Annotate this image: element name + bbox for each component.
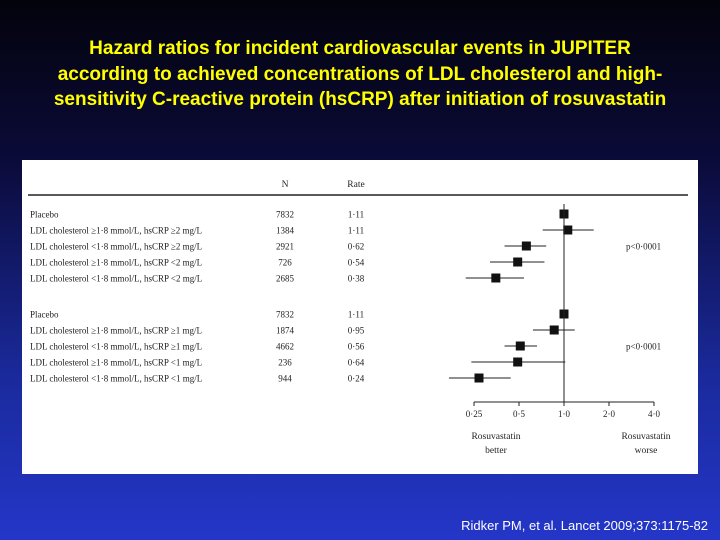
title-line-3: sensitivity C-reactive protein (hsCRP) a… (53, 89, 667, 110)
slide-title: Hazard ratios for incident cardiovascula… (0, 36, 720, 113)
g1-row-2-n: 1384 (276, 226, 295, 236)
annotation-left-line-1: Rosuvastatin (471, 432, 520, 442)
g1-row-5-rate: 0·38 (348, 274, 365, 284)
annotation-right-line-2: worse (635, 446, 658, 456)
g2-p-value: p<0·0001 (626, 342, 661, 352)
g1-row-4-hr-marker (513, 257, 523, 267)
g1-row-4-n: 726 (278, 258, 292, 268)
g1-row-4-label: LDL cholesterol ≥1·8 mmol/L, hsCRP <2 mg… (30, 258, 202, 268)
x-tick-label-1: 0·25 (466, 409, 483, 419)
g1-row-1-label: Placebo (30, 210, 59, 220)
g1-row-3-rate: 0·62 (348, 242, 365, 252)
g2-row-4-rate: 0·64 (348, 358, 365, 368)
citation: Ridker PM, et al. Lancet 2009;373:1175-8… (461, 518, 708, 533)
x-tick-label-5: 4·0 (648, 409, 660, 419)
g1-p-value: p<0·0001 (626, 242, 661, 252)
g1-row-2-label: LDL cholesterol ≥1·8 mmol/L, hsCRP ≥2 mg… (30, 226, 202, 236)
g1-row-2-rate: 1·11 (348, 226, 364, 236)
x-tick-label-2: 0·5 (513, 409, 525, 419)
g2-row-5-hr-marker (474, 373, 484, 383)
g2-row-3-label: LDL cholesterol <1·8 mmol/L, hsCRP ≥1 mg… (30, 342, 202, 352)
g1-row-1-n: 7832 (276, 210, 294, 220)
column-header-n: N (282, 180, 289, 190)
g1-row-5-hr-marker (491, 273, 501, 283)
g2-row-2-rate: 0·95 (348, 326, 365, 336)
g1-row-3-n: 2921 (276, 242, 294, 252)
g2-row-5-rate: 0·24 (348, 374, 365, 384)
g2-row-2-label: LDL cholesterol ≥1·8 mmol/L, hsCRP ≥1 mg… (30, 326, 202, 336)
g2-row-1-rate: 1·11 (348, 310, 364, 320)
g2-row-5-n: 944 (278, 374, 292, 384)
g1-row-1-rate: 1·11 (348, 210, 364, 220)
g1-row-2-hr-marker (563, 225, 573, 235)
g2-row-1-n: 7832 (276, 310, 294, 320)
forest-plot-panel: N Rate Placebo 7832 1·11 LDL cholesterol ≥1·8… (22, 160, 698, 474)
g2-row-2-n: 1874 (276, 326, 295, 336)
forest-plot: N Rate Placebo 7832 1·11 LDL cholesterol ≥1·8… (28, 180, 688, 456)
annotation-right-line-1: Rosuvastatin (621, 432, 670, 442)
g2-row-4-hr-marker (513, 357, 523, 367)
g2-row-5-label: LDL cholesterol <1·8 mmol/L, hsCRP <1 mg… (30, 374, 202, 384)
title-line-2: according to achieved concentrations of … (57, 63, 663, 85)
g1-row-3-hr-marker (521, 241, 531, 251)
g1-row-5-n: 2685 (276, 274, 295, 284)
g1-row-4-rate: 0·54 (348, 258, 365, 268)
g2-row-3-n: 4662 (276, 342, 294, 352)
g1-row-5-label: LDL cholesterol <1·8 mmol/L, hsCRP <2 mg… (30, 274, 202, 284)
x-tick-label-4: 2·0 (603, 409, 615, 419)
title-line-1: Hazard ratios for incident cardiovascula… (89, 38, 631, 59)
g2-row-3-rate: 0·56 (348, 342, 365, 352)
g1-row-3-label: LDL cholesterol <1·8 mmol/L, hsCRP ≥2 mg… (30, 242, 202, 252)
g2-row-1-label: Placebo (30, 310, 59, 320)
g2-row-4-label: LDL cholesterol ≥1·8 mmol/L, hsCRP <1 mg… (30, 358, 202, 368)
column-header-rate: Rate (347, 180, 364, 190)
g2-row-3-hr-marker (515, 341, 525, 351)
annotation-left-line-2: better (485, 446, 507, 456)
g2-row-2-hr-marker (549, 325, 559, 335)
x-tick-label-3: 1·0 (558, 409, 570, 419)
g2-row-4-n: 236 (278, 358, 292, 368)
